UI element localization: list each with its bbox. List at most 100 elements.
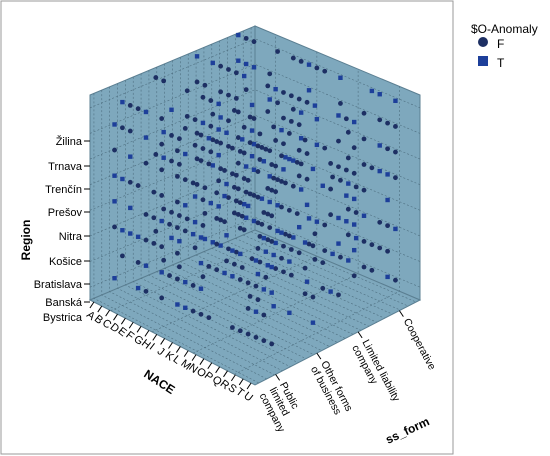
data-point-circle [275,177,280,183]
data-point-circle [239,265,245,270]
tick-business-form [357,331,363,339]
data-point-circle [231,108,237,113]
data-point-circle [200,197,206,203]
data-point-circle [235,160,241,166]
tick-nace [175,346,181,353]
data-point-square [275,228,280,234]
data-point-circle [239,213,245,219]
data-point-circle [269,213,275,219]
data-point-square [143,263,149,268]
data-point-square [385,172,390,177]
data-point-circle [245,331,251,337]
data-point-circle [283,180,288,186]
data-point-circle [175,173,180,179]
data-point-square [330,251,335,257]
data-point-square [328,289,333,294]
grid-line-nace [187,53,354,335]
data-point-circle [249,256,255,262]
data-point-circle [214,139,220,144]
data-point-square [279,230,284,235]
data-point-circle [143,160,149,166]
data-point-circle [261,338,267,344]
data-point-circle [288,272,294,278]
data-point-circle [265,186,271,191]
data-point-circle [265,109,271,114]
data-point-circle [269,187,275,193]
data-point-square [251,218,257,224]
data-point-square [271,304,276,309]
data-point-circle [255,143,261,149]
data-point-square [210,60,215,66]
data-point-circle [251,39,257,45]
data-point-circle [273,138,279,143]
data-point-circle [151,189,157,195]
tick-nace [230,374,236,382]
data-point-square [287,310,292,316]
data-point-circle [286,131,292,136]
data-point-circle [369,267,375,273]
data-point-circle [153,152,159,157]
data-point-square [245,203,251,209]
data-point-circle [161,206,167,212]
data-point-circle [351,170,357,176]
data-point-circle [210,137,216,143]
data-point-square [306,62,312,67]
data-point-square [224,181,229,187]
data-point-circle [135,260,141,265]
data-point-square [159,270,164,275]
data-point-circle [230,145,235,151]
data-point-circle [200,146,206,151]
legend-label-t: T [497,56,505,70]
data-point-circle [245,306,251,311]
data-point-circle [271,124,277,130]
data-point-square [310,166,316,172]
grid-line-nace [101,90,267,380]
data-point-circle [169,158,174,164]
tick-nace [152,334,158,341]
data-point-square [202,236,208,242]
data-point-circle [169,133,174,138]
data-point-circle [208,98,214,103]
data-point-circle [176,213,182,218]
data-point-square [269,290,274,295]
data-point-circle [159,141,165,147]
data-point-square [216,204,221,209]
data-point-circle [200,94,206,100]
legend-label-f: F [497,37,505,51]
data-point-circle [151,215,157,221]
data-point-square [269,264,274,270]
data-point-circle [302,137,308,143]
data-point-circle [288,247,294,252]
region-tick-label: Košice [49,256,82,268]
data-point-circle [265,83,271,89]
data-point-circle [290,183,296,189]
data-point-square [169,107,174,112]
data-point-square [312,103,318,108]
data-point-circle [218,217,224,223]
tick-nace [199,358,205,365]
data-point-square [198,286,204,291]
data-point-circle [290,106,296,112]
data-point-circle [151,240,157,246]
data-point-circle [175,250,180,256]
data-point-square [251,167,257,172]
data-point-circle [269,239,275,244]
data-point-circle [361,239,367,244]
data-point-circle [279,255,284,261]
data-point-circle [175,225,180,231]
data-point-circle [328,212,334,218]
data-point-square [304,279,310,284]
data-point-circle [218,63,224,69]
data-point-square [198,235,204,240]
data-point-square [161,155,166,160]
data-point-square [314,142,320,148]
data-point-circle [345,206,351,212]
data-point-circle [127,179,133,185]
axis-ticks [84,140,404,390]
data-point-square [320,183,325,188]
data-point-square [128,231,133,236]
data-point-circle [283,231,288,237]
data-point-circle [208,149,214,155]
data-point-circle [167,221,172,227]
